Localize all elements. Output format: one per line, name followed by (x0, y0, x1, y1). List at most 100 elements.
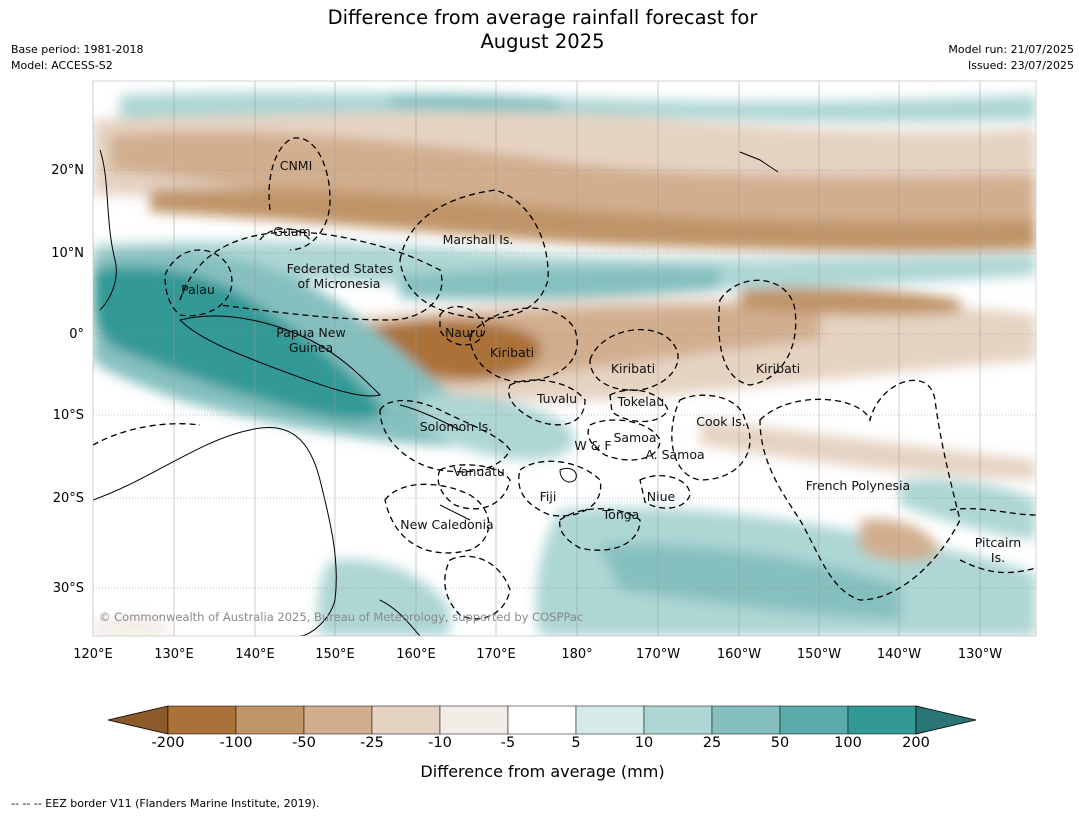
region-labels: CNMI Guam Marshall Is. Federated States … (181, 158, 1021, 565)
eez-french-polynesia (759, 379, 961, 601)
eez-samoa (587, 419, 661, 461)
eez-fiji (518, 460, 602, 517)
label-cnmi: CNMI (280, 158, 313, 173)
lon-tick-label: 180° (561, 647, 592, 662)
eez-nauru (439, 306, 486, 346)
colorbar-tick-label: -200 (151, 735, 185, 751)
eez-borders (93, 137, 1036, 620)
label-new-caledonia: New Caledonia (400, 517, 493, 532)
colorbar-tick-label: 25 (702, 735, 722, 751)
colorbar-box (507, 705, 577, 735)
anomaly-field: CNMI Guam Marshall Is. Federated States … (93, 81, 1036, 636)
lon-tick-label: 160°E (396, 647, 436, 662)
eez-nz (444, 555, 511, 620)
teal-band-top-core (390, 93, 560, 111)
land-beige-sw (93, 615, 180, 636)
colorbar-tick-label: -25 (360, 735, 384, 751)
lat-tick-label: 10°S (53, 408, 84, 423)
teal-band-top (120, 92, 1036, 123)
label-nauru: Nauru (445, 325, 483, 340)
teal-band-itcz-core (400, 266, 720, 300)
copyright-notice: © Commonwealth of Australia 2025, Bureau… (99, 610, 583, 624)
eez-kiribati-c (589, 328, 679, 391)
colorbar-box (303, 705, 373, 735)
teal-band-itcz (93, 240, 1036, 291)
eez-cnmi (268, 137, 331, 251)
lon-tick-label: 130°E (154, 647, 194, 662)
label-tokelau: Tokelau (617, 394, 665, 409)
coastlines (93, 149, 779, 636)
colorbar-tick-label: 200 (902, 735, 930, 751)
brown-deep-north (150, 188, 1036, 253)
model-name: Model: ACCESS-S2 (11, 59, 113, 72)
teal-east (900, 479, 1036, 540)
colorbar-tick-label: -50 (292, 735, 316, 751)
longitude-labels: 120°E 130°E 140°E 150°E 160°E 170°E 180° 170°W 1… (73, 647, 1002, 662)
colorbar-tick-label: 50 (770, 735, 790, 751)
eez-tokelau (609, 389, 669, 423)
coast-fiji (559, 467, 577, 483)
coast-hawaii (739, 151, 779, 173)
coast-philippines (99, 149, 117, 311)
eez-cook (671, 394, 751, 481)
eez-tonga (559, 508, 641, 551)
eez-footnote: -- -- -- EEZ border V11 (Flanders Marine… (11, 797, 320, 810)
colorbar-tick-label: 5 (571, 735, 581, 751)
colorbar-box (167, 705, 237, 735)
colorbar-box (643, 705, 713, 735)
lat-tick-label: 20°S (53, 491, 84, 506)
brown-south-east (700, 420, 1036, 480)
label-wf: W & F (574, 438, 611, 453)
label-solomon: Solomon Is. (420, 419, 493, 434)
label-kiribati-e: Kiribati (756, 361, 800, 376)
eez-kiribati-w (469, 307, 578, 383)
map-frame (92, 80, 1037, 637)
lon-tick-label: 170°W (636, 647, 680, 662)
title-line-1: Difference from average rainfall forecas… (327, 6, 758, 29)
lon-tick-label: 140°E (235, 647, 275, 662)
colorbar-tick-label: 100 (834, 735, 862, 751)
graticule (93, 81, 1036, 636)
colorbar-box (439, 705, 509, 735)
coast-solomons (399, 404, 461, 431)
colorbar-box (235, 705, 305, 735)
lon-tick-label: 160°W (717, 647, 761, 662)
label-palau: Palau (181, 282, 215, 297)
colorbar-box (371, 705, 441, 735)
teal-warm-pool-core (93, 266, 382, 421)
colorbar-box (575, 705, 645, 735)
colorbar-box (711, 705, 781, 735)
label-fiji: Fiji (540, 489, 557, 504)
label-kiribati-w: Kiribati (490, 345, 534, 360)
coast-new-caledonia (439, 504, 471, 521)
label-niue: Niue (647, 489, 676, 504)
brown-pitcairn (860, 519, 940, 562)
base-period: Base period: 1981-2018 (11, 43, 144, 56)
label-tuvalu: Tuvalu (536, 391, 577, 406)
lon-tick-label: 170°E (476, 647, 516, 662)
eez-tuvalu (508, 379, 586, 426)
label-tonga: Tonga (602, 507, 640, 522)
label-kiribati-c: Kiribati (611, 361, 655, 376)
eez-fsm (179, 231, 443, 321)
label-cook: Cook Is. (696, 414, 745, 429)
label-asamoa: A. Samoa (645, 447, 704, 462)
eez-guam (259, 228, 311, 241)
latitude-labels: 20°N 10°N 0° 10°S 20°S 30°S (51, 163, 84, 596)
colorbar-box (779, 705, 849, 735)
eez-australia (93, 423, 201, 446)
label-png-1: Papua New (276, 325, 345, 340)
eez-pitcairn-2 (959, 559, 1036, 574)
colorbar-tick-label: -100 (219, 735, 253, 751)
teal-mid-tongue (420, 393, 575, 460)
label-vanuatu: Vanuatu (453, 464, 505, 479)
coast-new-zealand (379, 599, 421, 636)
title-line-2: August 2025 (480, 30, 605, 53)
lon-tick-label: 140°W (877, 647, 921, 662)
teal-south-core (600, 544, 900, 620)
brown-core-north (110, 131, 1036, 241)
lat-tick-label: 20°N (51, 163, 84, 178)
colorbar-extend-low (107, 705, 169, 735)
colorbar-box (847, 705, 917, 735)
